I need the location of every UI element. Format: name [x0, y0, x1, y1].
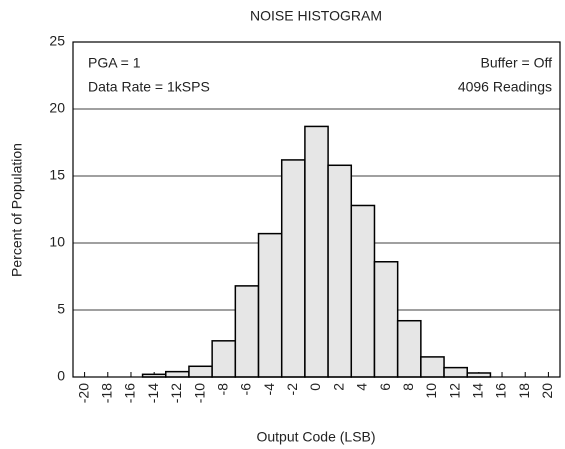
y-tick-label: 25 — [49, 33, 65, 49]
bar — [280, 159, 306, 378]
x-axis-label: Output Code (LSB) — [256, 429, 375, 445]
x-tick-label: 20 — [539, 383, 555, 399]
x-tick-label: 0 — [307, 383, 323, 391]
y-tick-label: 10 — [49, 234, 65, 250]
x-tick-label: 18 — [516, 383, 532, 399]
x-tick-label: 8 — [400, 383, 416, 391]
x-tick-label: 2 — [330, 383, 346, 391]
x-tick-label: -6 — [238, 383, 254, 396]
bar — [443, 366, 468, 378]
bar — [304, 125, 329, 378]
x-tick-label: -16 — [122, 383, 138, 403]
annotation: PGA = 1 — [88, 55, 141, 71]
bar — [373, 261, 399, 378]
x-tick-label: 16 — [493, 383, 509, 399]
bar — [257, 232, 283, 378]
x-tick-label: 12 — [446, 383, 462, 399]
x-tick-label: -14 — [145, 383, 161, 403]
x-tick-label: 14 — [470, 383, 486, 399]
bar — [211, 340, 237, 378]
bar — [165, 370, 190, 378]
annotation: 4096 Readings — [458, 79, 552, 95]
x-tick-label: -10 — [191, 383, 207, 403]
bar — [327, 164, 353, 378]
y-tick-label: 20 — [49, 100, 65, 116]
bar — [234, 285, 260, 378]
bar — [466, 372, 492, 378]
x-tick-label: -8 — [214, 383, 230, 396]
plot-frame — [72, 41, 561, 378]
x-tick-label: 10 — [423, 383, 439, 399]
x-tick-label: 4 — [354, 383, 370, 391]
y-tick-label: 5 — [57, 301, 65, 317]
x-tick-label: -12 — [168, 383, 184, 403]
bar — [396, 319, 422, 378]
bar — [188, 365, 213, 378]
chart-title: NOISE HISTOGRAM — [250, 8, 382, 24]
bar — [350, 204, 376, 378]
annotation: Data Rate = 1kSPS — [88, 79, 210, 95]
x-tick-label: -2 — [284, 383, 300, 396]
x-tick-label: 6 — [377, 383, 393, 391]
x-tick-label: -4 — [261, 383, 277, 396]
annotation: Buffer = Off — [481, 55, 553, 71]
y-tick-label: 0 — [57, 368, 65, 384]
x-tick-label: -20 — [75, 383, 91, 403]
bar — [420, 356, 445, 378]
y-axis-label: Percent of Population — [9, 143, 25, 277]
y-tick-label: 15 — [49, 167, 65, 183]
x-tick-label: -18 — [98, 383, 114, 403]
